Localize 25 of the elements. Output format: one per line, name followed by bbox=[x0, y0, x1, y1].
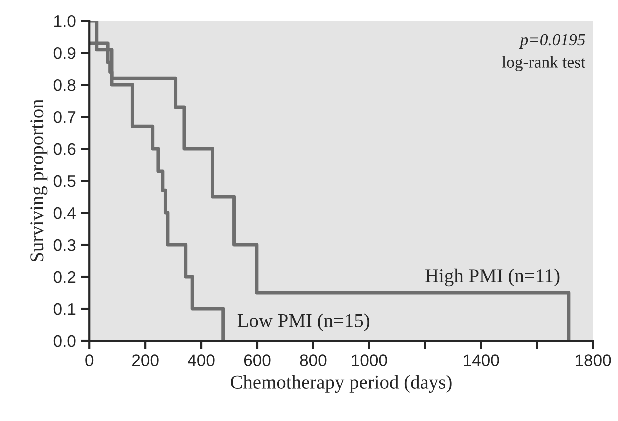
y-tick-label: 0.3 bbox=[54, 239, 76, 252]
x-tick-label: 1800 bbox=[576, 354, 612, 366]
x-tick-label: 1000 bbox=[352, 354, 388, 366]
x-tick-label: 600 bbox=[244, 354, 271, 366]
y-tick-label: 0.7 bbox=[54, 111, 76, 124]
series-label: High PMI (n=11) bbox=[426, 268, 560, 287]
x-tick-label: 400 bbox=[188, 354, 215, 366]
y-axis-title: Surviving proportion bbox=[30, 99, 48, 262]
y-tick-label: 0.1 bbox=[54, 303, 76, 316]
x-tick-label: 0 bbox=[86, 354, 94, 366]
annotation: p=0.0195 bbox=[519, 34, 586, 49]
x-tick-label: 200 bbox=[132, 354, 159, 366]
x-axis-title: Chemotherapy period (days) bbox=[231, 375, 452, 393]
y-tick-label: 0.2 bbox=[54, 271, 76, 284]
series-label: Low PMI (n=15) bbox=[238, 314, 370, 332]
y-tick-label: 0.0 bbox=[54, 335, 76, 348]
y-tick-label: 0.8 bbox=[54, 79, 76, 92]
y-tick-label: 1.0 bbox=[54, 15, 76, 28]
y-tick-label: 0.4 bbox=[54, 207, 76, 220]
x-tick-label: 1400 bbox=[464, 354, 500, 366]
y-tick-label: 0.9 bbox=[54, 47, 76, 60]
y-tick-label: 0.6 bbox=[54, 143, 76, 156]
x-tick-label: 800 bbox=[300, 354, 327, 366]
y-tick-label: 0.5 bbox=[54, 175, 76, 188]
annotation: log-rank test bbox=[502, 56, 586, 72]
